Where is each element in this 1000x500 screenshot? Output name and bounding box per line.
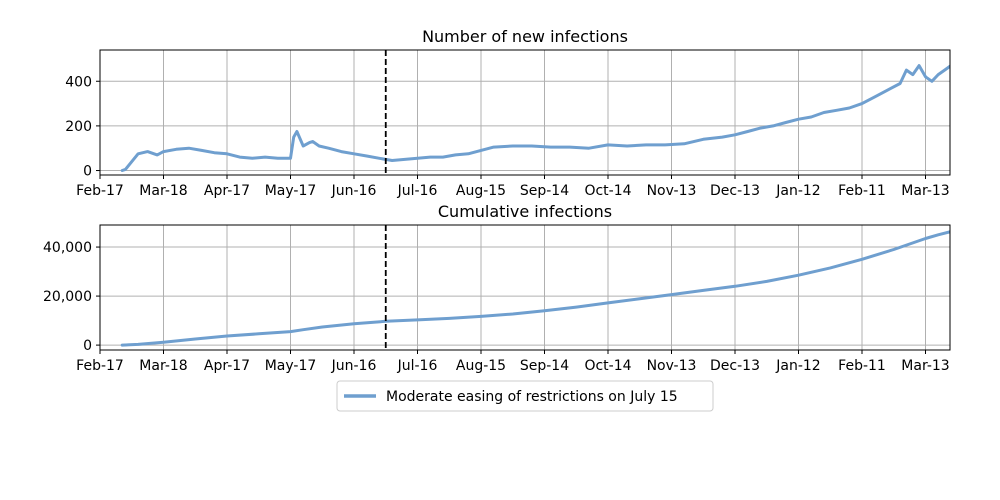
x-tick-label: Dec-13 [710,183,760,199]
x-tick-label: Mar-13 [901,183,949,199]
x-tick-label: Dec-13 [710,358,760,374]
x-tick-label: Feb-17 [76,358,124,374]
x-tick-label: Oct-14 [584,183,631,199]
x-tick-label: May-17 [265,183,317,199]
series-line [120,64,950,172]
x-tick-label: Nov-13 [647,183,697,199]
x-tick-label: Feb-11 [838,183,886,199]
y-tick-label: 200 [65,119,92,135]
x-tick-label: Jul-16 [397,183,438,199]
x-tick-label: Jan-12 [775,183,820,199]
new-infections-chart: Number of new infections Feb-17 Mar-18 Apr… [65,27,951,199]
x-tick-label: Feb-11 [838,358,886,374]
chart-title-new-infections: Number of new infections [422,27,628,46]
x-tick-label: Sep-14 [520,358,569,374]
series-line [120,230,950,347]
x-tick-label: Aug-15 [456,358,506,374]
x-tick-label: Mar-18 [139,183,187,199]
y-tick-label: 20,000 [43,289,92,305]
x-tick-label: Jun-16 [331,358,377,374]
y-tick-label: 400 [65,74,92,90]
x-tick-label: Aug-15 [456,183,506,199]
x-tick-label: Jan-12 [775,358,820,374]
axes-frame [99,224,951,351]
x-tick-label: Apr-17 [204,358,250,374]
x-tick-label: Feb-17 [76,183,124,199]
legend-entry-label: Moderate easing of restrictions on July … [386,389,678,405]
x-tick-label: May-17 [265,358,317,374]
x-tick-label: Nov-13 [647,358,697,374]
chart-title-cumulative-infections: Cumulative infections [438,202,612,221]
x-tick-label: Mar-18 [139,358,187,374]
x-tick-label: Apr-17 [204,183,250,199]
cumulative-infections-chart: Cumulative infections Feb-17 Mar-18 Apr-17… [43,202,951,374]
legend-box [336,380,714,412]
x-tick-label: Oct-14 [584,358,631,374]
axes-frame [99,49,951,176]
x-tick-label: Sep-14 [520,183,569,199]
legend: Moderate easing of restrictions on July … [336,380,714,412]
y-tick-label: 0 [83,338,92,354]
x-tick-label: Jun-16 [331,183,377,199]
x-tick-label: Jul-16 [397,358,438,374]
y-tick-label: 40,000 [43,240,92,256]
y-tick-label: 0 [83,164,92,180]
x-tick-label: Mar-13 [901,358,949,374]
